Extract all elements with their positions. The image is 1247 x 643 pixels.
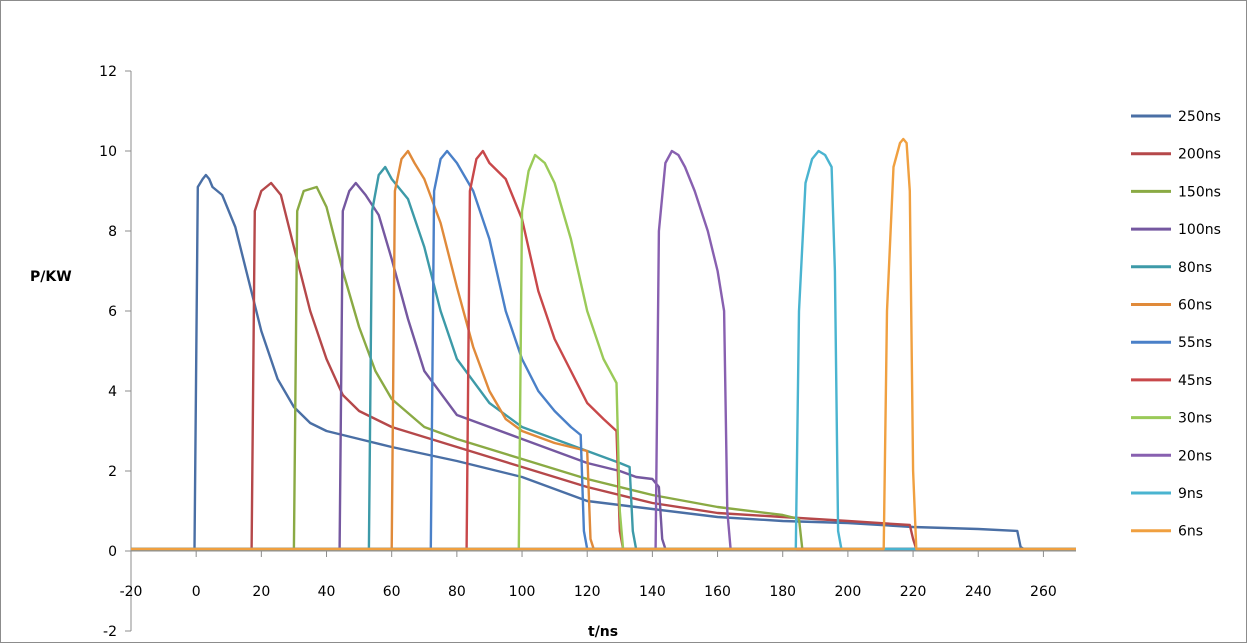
y-tick-label: 6 <box>108 304 117 320</box>
x-tick-label: 120 <box>574 584 601 600</box>
x-tick-label: 20 <box>252 584 270 600</box>
axes <box>125 70 1076 632</box>
legend-label: 9ns <box>1178 486 1203 502</box>
series-line-30ns <box>131 153 1076 551</box>
y-tick-label: 2 <box>108 464 117 480</box>
y-tick-label: 0 <box>108 544 117 560</box>
legend-label: 55ns <box>1178 335 1212 351</box>
y-tick-label: 12 <box>99 64 117 80</box>
legend-label: 45ns <box>1178 373 1212 389</box>
x-tick-label: 200 <box>835 584 862 600</box>
series-line-80ns <box>131 165 1076 551</box>
series-line-60ns <box>131 149 1076 551</box>
series-line-45ns <box>131 149 1076 551</box>
x-tick-label: 80 <box>448 584 466 600</box>
y-tick-label: 8 <box>108 224 117 240</box>
x-tick-label: 40 <box>318 584 336 600</box>
y-tick-label: 4 <box>108 384 117 400</box>
legend-label: 250ns <box>1178 109 1221 125</box>
x-tick-label: 240 <box>965 584 992 600</box>
x-tick-label: 180 <box>769 584 796 600</box>
legend-label: 100ns <box>1178 222 1221 238</box>
legend-label: 60ns <box>1178 298 1212 314</box>
x-tick-label: 140 <box>639 584 666 600</box>
series-line-100ns <box>131 181 1076 551</box>
series-line-20ns <box>131 149 1076 551</box>
legend-label: 30ns <box>1178 411 1212 427</box>
series-line-250ns <box>131 173 1076 551</box>
series-line-6ns <box>131 137 1076 551</box>
series-line-150ns <box>131 185 1076 551</box>
x-tick-label: 100 <box>509 584 536 600</box>
x-tick-label: 0 <box>192 584 201 600</box>
legend-label: 20ns <box>1178 448 1212 464</box>
x-tick-label: 60 <box>383 584 401 600</box>
x-tick-label: 160 <box>704 584 731 600</box>
x-tick-label: 260 <box>1030 584 1057 600</box>
series-line-55ns <box>131 149 1076 551</box>
legend-label: 80ns <box>1178 260 1212 276</box>
y-axis-title: P/KW <box>30 269 72 285</box>
x-tick-label: -20 <box>120 584 143 600</box>
legend-label: 150ns <box>1178 184 1221 200</box>
x-tick-label: 220 <box>900 584 927 600</box>
legend-label: 6ns <box>1178 524 1203 540</box>
y-tick-label: -2 <box>103 624 117 640</box>
legend: 250ns 200ns 150ns 100ns 80ns 60ns 55ns 45ns 30ns… <box>1131 109 1221 540</box>
series-lines <box>131 137 1076 551</box>
y-tick-label: 10 <box>99 144 117 160</box>
legend-label: 200ns <box>1178 147 1221 163</box>
series-line-9ns <box>131 149 1076 551</box>
x-axis-title: t/ns <box>588 624 618 640</box>
